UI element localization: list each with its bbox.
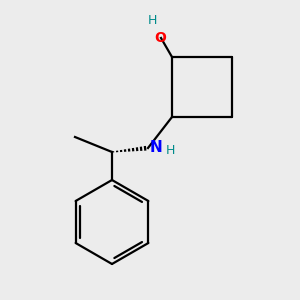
Text: H: H — [147, 14, 157, 26]
Text: H: H — [166, 143, 175, 157]
Text: N: N — [150, 140, 163, 155]
Text: O: O — [154, 31, 166, 45]
